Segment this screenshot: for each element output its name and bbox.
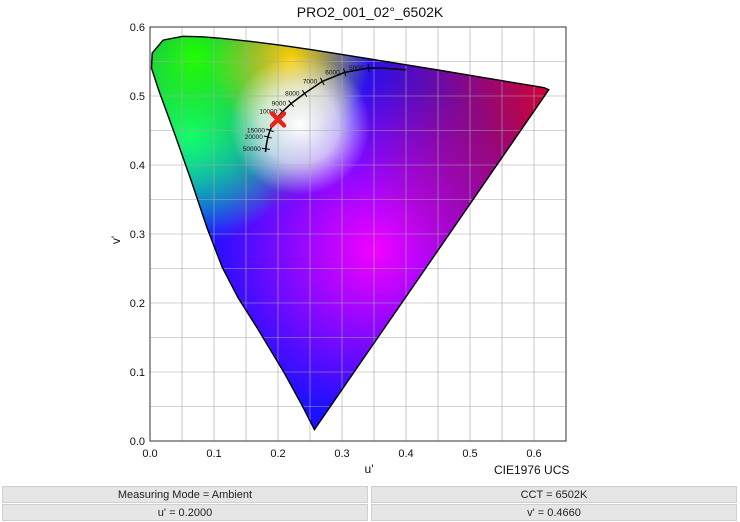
x-tick-label: 0.1 <box>206 448 221 460</box>
x-tick-label: 0.3 <box>334 448 349 460</box>
cct-tick-mark <box>367 63 370 73</box>
cct-tick-label: 50000 <box>243 146 261 153</box>
y-tick-label: 0.3 <box>130 229 145 241</box>
cct-tick-mark <box>343 68 347 77</box>
x-tick-label: 0.0 <box>142 448 157 460</box>
measurement-info-panel: Measuring Mode = Ambient CCT = 6502K u' … <box>0 485 740 521</box>
cct-tick-mark <box>319 77 325 86</box>
y-axis-ticks: 0.0 0.1 0.2 0.3 0.4 0.5 0.6 <box>130 22 145 448</box>
color-gamut-fill <box>151 36 549 430</box>
cct-tick-label: 10000 <box>259 109 277 116</box>
info-row-2: u' = 0.2000 v' = 0.4660 <box>0 504 740 521</box>
chart-title: PRO2_001_02°_6502K <box>297 4 444 20</box>
cct-tick-mark <box>266 128 274 133</box>
cct-tick-label: 7000 <box>303 78 318 85</box>
y-tick-label: 0.2 <box>130 298 145 310</box>
measuring-mode-cell: Measuring Mode = Ambient <box>2 486 368 503</box>
y-axis-label: v' <box>109 236 123 244</box>
grid-lines <box>149 26 566 442</box>
y-tick-label: 0.1 <box>130 367 145 379</box>
cct-tick-mark <box>301 89 308 97</box>
cct-tick-label: 8000 <box>285 90 300 97</box>
cct-tick-label: 20000 <box>245 134 263 141</box>
x-tick-label: 0.2 <box>270 448 285 460</box>
measurement-point-marker <box>269 111 287 128</box>
u-value-cell: u' = 0.2000 <box>2 504 368 521</box>
info-row-1: Measuring Mode = Ambient CCT = 6502K <box>0 486 740 503</box>
y-tick-label: 0.4 <box>130 160 145 172</box>
cct-tick-label: 9000 <box>272 101 287 108</box>
x-tick-label: 0.5 <box>462 448 477 460</box>
v-value-cell: v' = 0.4660 <box>371 504 737 521</box>
cie-1976-ucs-chart: PRO2_001_02°_6502K 500060007000800090001… <box>109 4 569 477</box>
cct-tick-label: 6000 <box>325 69 340 76</box>
y-tick-label: 0.6 <box>130 22 145 34</box>
x-axis-ticks: 0.0 0.1 0.2 0.3 0.4 0.5 0.6 <box>142 448 541 460</box>
cct-cell: CCT = 6502K <box>371 486 737 503</box>
cct-tick-mark <box>263 135 272 139</box>
x-axis-label: u' <box>365 462 374 476</box>
plot-frame <box>149 26 567 442</box>
x-tick-label: 0.6 <box>526 448 541 460</box>
y-tick-label: 0.5 <box>130 91 145 103</box>
diagram-name-label: CIE1976 UCS <box>494 463 569 477</box>
y-tick-label: 0.0 <box>130 436 145 448</box>
cct-tick-label: 5000 <box>349 65 364 72</box>
cct-tick-mark <box>261 147 270 150</box>
marker-stroke <box>269 111 287 128</box>
cct-tick-mark <box>288 100 295 108</box>
spectral-locus-outline <box>150 35 550 431</box>
x-tick-label: 0.4 <box>398 448 413 460</box>
cct-tick-label: 15000 <box>247 127 265 134</box>
